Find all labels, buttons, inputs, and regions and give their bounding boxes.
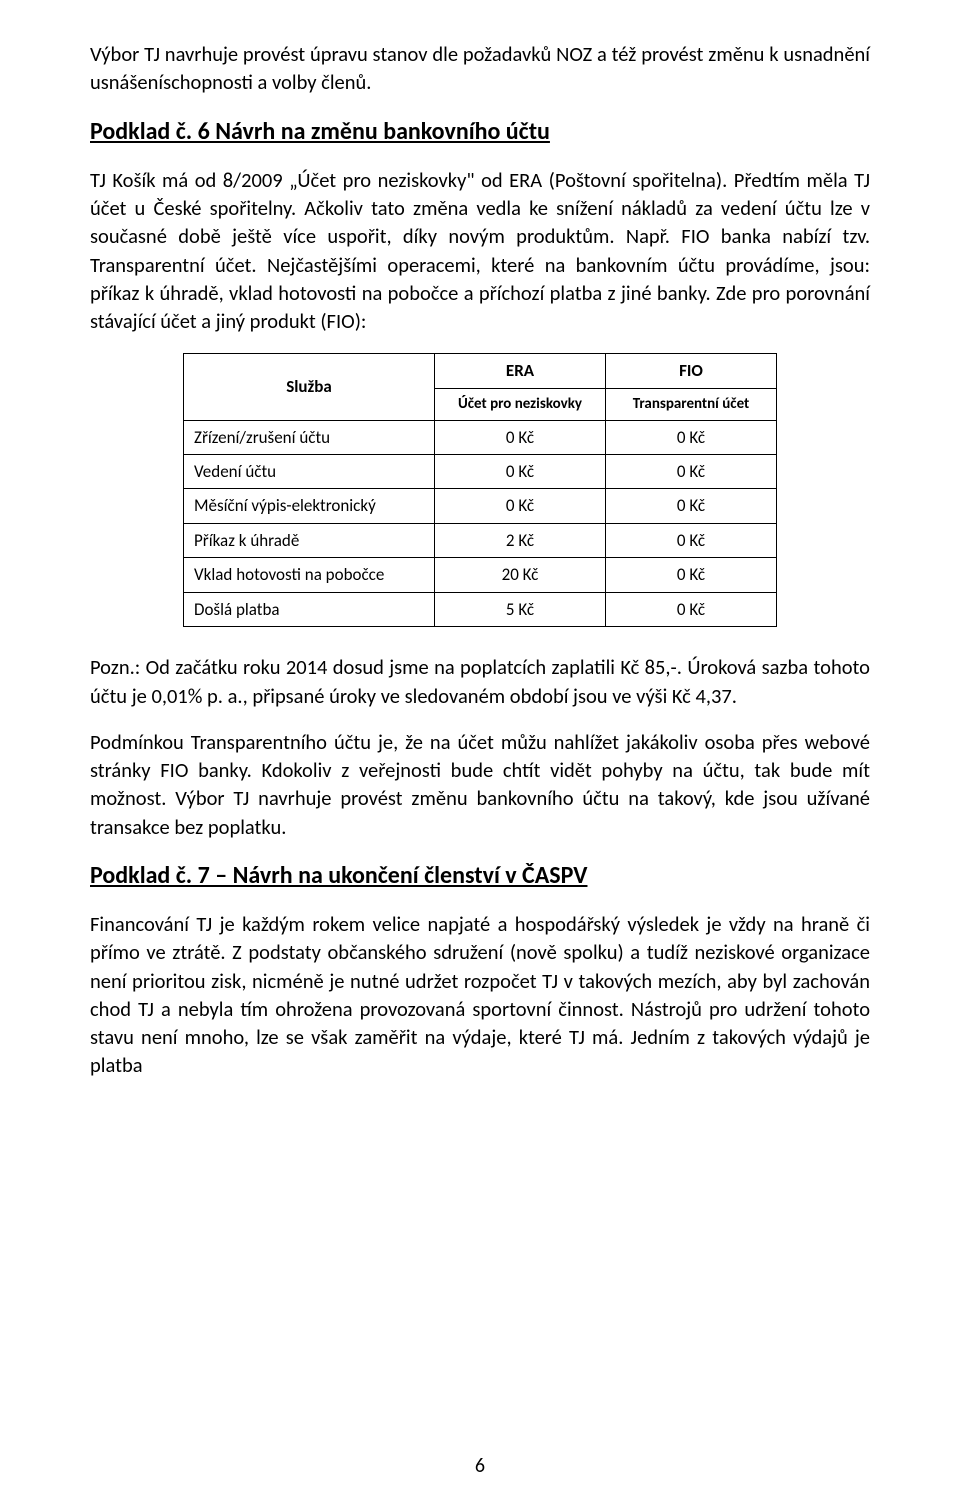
table-cell-fio: 0 Kč (606, 489, 777, 523)
table-cell-label: Vklad hotovosti na pobočce (184, 558, 435, 592)
table-cell-era: 0 Kč (435, 420, 606, 454)
bank-comparison-table: Služba ERA FIO Účet pro neziskovky Trans… (183, 353, 777, 627)
table-cell-fio: 0 Kč (606, 592, 777, 626)
table-cell-label: Příkaz k úhradě (184, 523, 435, 557)
section-heading-6: Podklad č. 6 Návrh na změnu bankovního ú… (90, 115, 870, 148)
paragraph: Financování TJ je každým rokem velice na… (90, 910, 870, 1080)
col-header-fio: FIO (606, 354, 777, 388)
col-header-service: Služba (184, 354, 435, 420)
table-cell-label: Zřízení/zrušení účtu (184, 420, 435, 454)
table-cell-era: 20 Kč (435, 558, 606, 592)
table-row: Měsíční výpis-elektronický 0 Kč 0 Kč (184, 489, 777, 523)
table-cell-label: Měsíční výpis-elektronický (184, 489, 435, 523)
table-cell-fio: 0 Kč (606, 454, 777, 488)
table-cell-era: 5 Kč (435, 592, 606, 626)
table-row: Vedení účtu 0 Kč 0 Kč (184, 454, 777, 488)
paragraph: TJ Košík má od 8/2009 „Účet pro neziskov… (90, 166, 870, 336)
table-cell-era: 0 Kč (435, 454, 606, 488)
col-header-era: ERA (435, 354, 606, 388)
comparison-table-wrap: Služba ERA FIO Účet pro neziskovky Trans… (90, 353, 870, 627)
table-row: Vklad hotovosti na pobočce 20 Kč 0 Kč (184, 558, 777, 592)
table-cell-fio: 0 Kč (606, 558, 777, 592)
table-row: Příkaz k úhradě 2 Kč 0 Kč (184, 523, 777, 557)
table-cell-era: 2 Kč (435, 523, 606, 557)
table-cell-fio: 0 Kč (606, 523, 777, 557)
paragraph: Podmínkou Transparentního účtu je, že na… (90, 728, 870, 841)
table-header-row: Služba ERA FIO (184, 354, 777, 388)
paragraph-note: Pozn.: Od začátku roku 2014 dosud jsme n… (90, 653, 870, 710)
table-row: Zřízení/zrušení účtu 0 Kč 0 Kč (184, 420, 777, 454)
page-number: 6 (0, 1453, 960, 1481)
paragraph: Výbor TJ navrhuje provést úpravu stanov … (90, 40, 870, 97)
table-row: Došlá platba 5 Kč 0 Kč (184, 592, 777, 626)
table-cell-label: Vedení účtu (184, 454, 435, 488)
col-subheader-era: Účet pro neziskovky (435, 388, 606, 420)
section-heading-7: Podklad č. 7 – Návrh na ukončení členstv… (90, 859, 870, 892)
table-cell-era: 0 Kč (435, 489, 606, 523)
col-subheader-fio: Transparentní účet (606, 388, 777, 420)
table-cell-label: Došlá platba (184, 592, 435, 626)
document-page: Výbor TJ navrhuje provést úpravu stanov … (0, 0, 960, 1509)
table-cell-fio: 0 Kč (606, 420, 777, 454)
